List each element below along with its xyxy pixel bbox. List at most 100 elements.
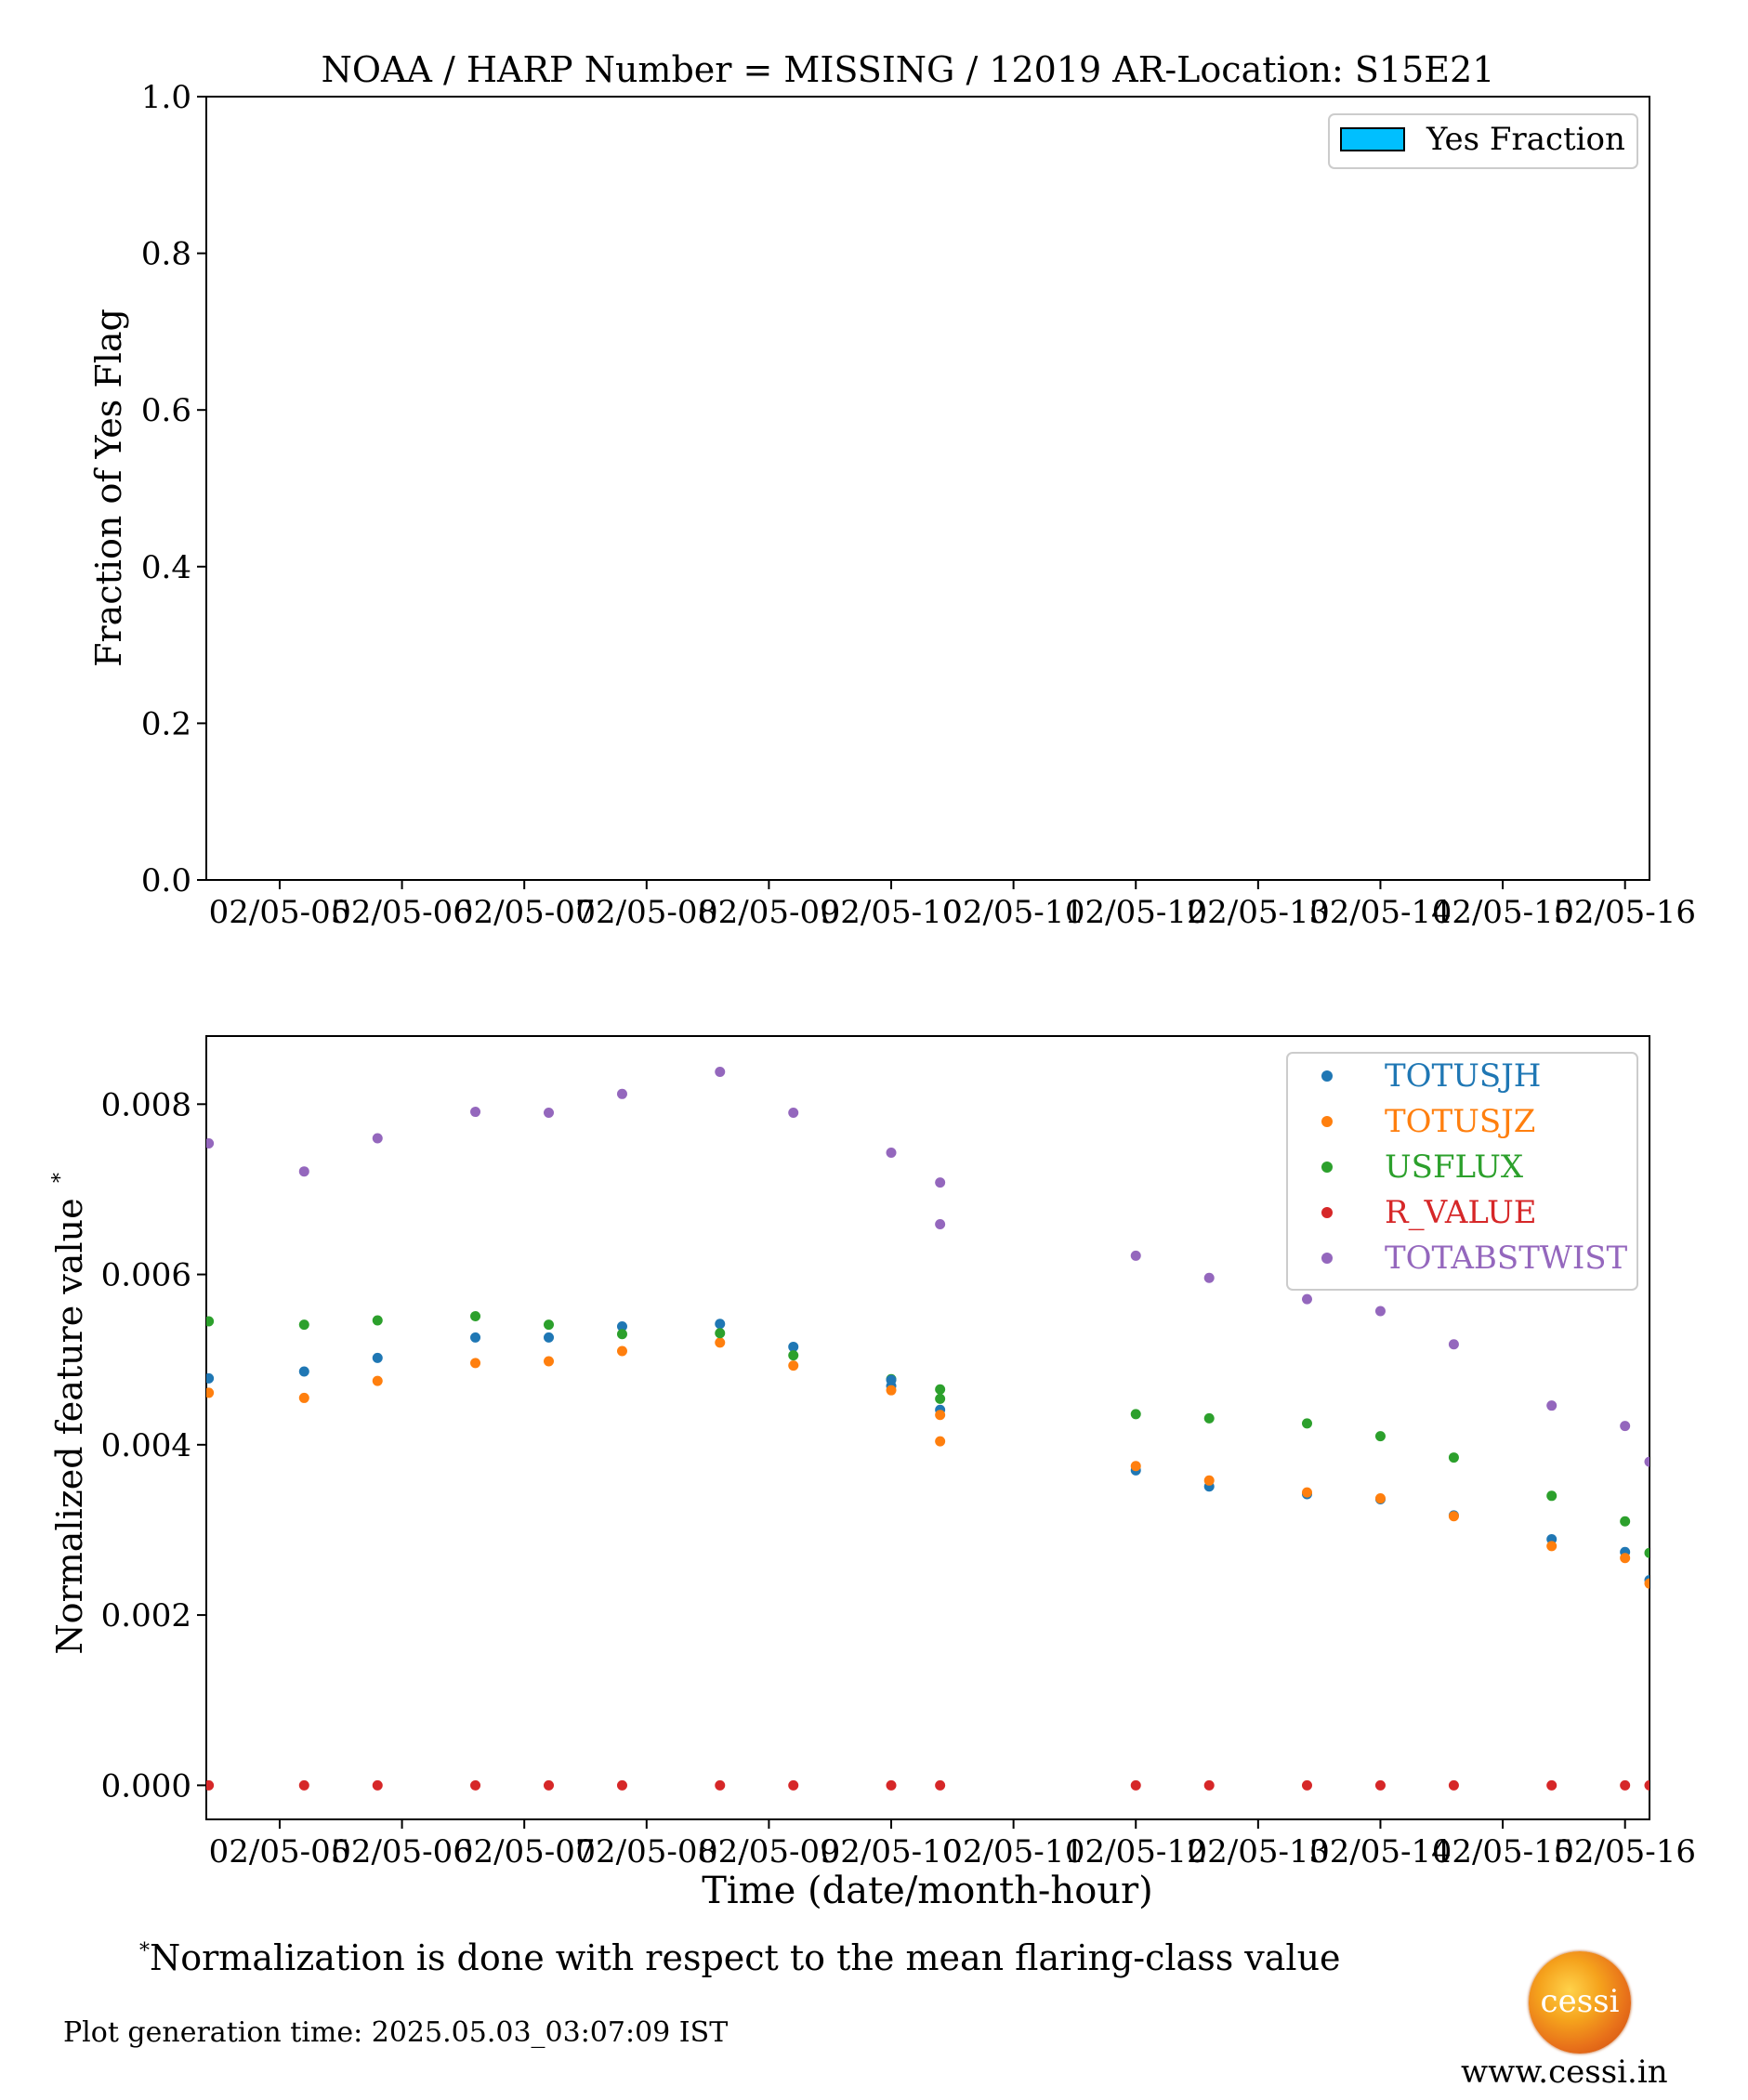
r-value-point	[1374, 1779, 1386, 1791]
y-tick-label: 0.008	[101, 1086, 191, 1123]
totabstwist-point	[935, 1177, 946, 1188]
totabstwist-point	[935, 1219, 946, 1230]
footnote-text: Normalization is done with respect to th…	[150, 1937, 1341, 1978]
y-tick-label: 0.2	[141, 705, 191, 742]
y-tick-label: 0.002	[101, 1597, 191, 1634]
x-tick-label: 02/05-16	[1554, 1833, 1696, 1870]
usflux-legend-label: USFLUX	[1385, 1148, 1524, 1186]
totabstwist-point	[298, 1166, 309, 1177]
y-tick-label: 0.006	[101, 1257, 191, 1294]
usflux-point	[1620, 1516, 1631, 1527]
totusjz-point	[1448, 1511, 1459, 1522]
top-plot-frame	[205, 96, 1650, 881]
bottom-legend-items: TOTUSJH TOTUSJZ USFLUX R_VALUE TOTABSTWIST	[1321, 1057, 1628, 1277]
totabstwist-point	[1448, 1339, 1459, 1350]
x-tick-label: 02/05-08	[575, 894, 717, 931]
x-tick-label: 02/05-12	[1065, 894, 1207, 931]
website-link[interactable]: www.cessi.in	[1461, 2054, 1668, 2091]
totabstwist-point	[616, 1088, 627, 1099]
totusjz-point	[1203, 1475, 1215, 1486]
bottom-chart-ylabel-mark: *	[49, 1173, 72, 1183]
x-tick-label: 02/05-09	[698, 1833, 840, 1870]
r-value-point	[886, 1779, 897, 1791]
totusjz-point	[935, 1410, 946, 1421]
x-tick-label: 02/05-14	[1309, 1833, 1452, 1870]
x-tick-label: 02/05-07	[453, 894, 596, 931]
bottom-x-axis: 02/05-0502/05-0602/05-0702/05-0802/05-09…	[209, 1819, 1696, 1870]
totusjh-point	[206, 1372, 215, 1384]
top-chart-ylabel: Fraction of Yes Flag	[88, 308, 129, 667]
bottom-legend-box	[1286, 1052, 1638, 1291]
totusjh-point	[886, 1374, 897, 1385]
r-value-point	[935, 1779, 946, 1791]
r-value-legend-label: R_VALUE	[1385, 1194, 1537, 1231]
x-tick-label: 02/05-11	[942, 1833, 1084, 1870]
usflux-point	[788, 1350, 799, 1361]
bottom-chart-xlabel: Time (date/month-hour)	[702, 1870, 1153, 1912]
x-tick-label: 02/05-13	[1187, 894, 1329, 931]
bottom-chart-ylabel: Normalized feature value	[49, 1198, 90, 1654]
totabstwist-point	[372, 1133, 383, 1144]
x-tick-label: 02/05-13	[1187, 1833, 1329, 1870]
totusjz-point	[1546, 1541, 1557, 1552]
usflux-point	[715, 1328, 726, 1339]
x-tick-label: 02/05-12	[1065, 1833, 1207, 1870]
bottom-legend: TOTUSJH TOTUSJZ USFLUX R_VALUE TOTABSTWIST	[1286, 1052, 1638, 1291]
r-value-point	[1203, 1779, 1215, 1791]
totabstwist-point	[1374, 1306, 1386, 1317]
usflux-point	[372, 1315, 383, 1326]
totabstwist-legend-marker	[1321, 1253, 1333, 1264]
totusjz-point	[1374, 1493, 1386, 1504]
y-tick-label: 1.0	[141, 79, 191, 116]
totabstwist-point	[1130, 1250, 1141, 1261]
totusjz-point	[206, 1387, 215, 1398]
totusjh-point	[715, 1319, 726, 1330]
totabstwist-point	[544, 1107, 555, 1118]
r-value-point	[1130, 1779, 1141, 1791]
x-tick-label: 02/05-05	[209, 1833, 351, 1870]
x-tick-label: 02/05-15	[1432, 894, 1574, 931]
usflux-point	[1546, 1490, 1557, 1502]
top-legend-box	[1328, 113, 1638, 169]
r-value-point	[470, 1779, 481, 1791]
bottom-plot-frame	[205, 1035, 1650, 1820]
totusjz-point	[788, 1360, 799, 1372]
r-value-point	[544, 1779, 555, 1791]
totusjz-point	[715, 1337, 726, 1348]
usflux-point	[206, 1316, 215, 1327]
r-value-point	[1448, 1779, 1459, 1791]
x-tick-label: 02/05-05	[209, 894, 351, 931]
y-tick-label: 0.0	[141, 862, 191, 899]
r-value-point	[616, 1779, 627, 1791]
totusjz-point	[616, 1345, 627, 1357]
x-tick-label: 02/05-07	[453, 1833, 596, 1870]
totusjz-point	[886, 1385, 897, 1396]
totabstwist-point	[1203, 1272, 1215, 1283]
bottom-y-axis: 0.000 0.002 0.004 0.006 0.008	[101, 1086, 206, 1805]
totusjh-point	[544, 1332, 555, 1343]
x-tick-label: 02/05-11	[942, 894, 1084, 931]
totabstwist-point	[1644, 1456, 1649, 1467]
totusjz-point	[1644, 1578, 1649, 1589]
totabstwist-point	[1546, 1400, 1557, 1411]
usflux-point	[1448, 1452, 1459, 1463]
totusjz-point	[544, 1356, 555, 1367]
usflux-point	[1644, 1547, 1649, 1558]
x-tick-label: 02/05-10	[821, 1833, 963, 1870]
usflux-point	[1203, 1412, 1215, 1424]
usflux-legend-marker	[1321, 1162, 1333, 1173]
totabstwist-point	[788, 1107, 799, 1118]
totusjz-point	[1301, 1487, 1312, 1498]
top-chart-title: NOAA / HARP Number = MISSING / 12019 AR-…	[322, 49, 1495, 90]
r-value-point	[788, 1779, 799, 1791]
x-tick-label: 02/05-16	[1554, 894, 1696, 931]
totabstwist-point	[1301, 1293, 1312, 1305]
totusjz-point	[1620, 1553, 1631, 1564]
usflux-point	[298, 1319, 309, 1331]
top-y-axis: 0.0 0.2 0.4 0.6 0.8 1.0	[141, 79, 206, 899]
totusjz-point	[372, 1375, 383, 1386]
bottom-chart-ylabel-group: Normalized feature value *	[49, 1173, 90, 1655]
totusjh-point	[298, 1366, 309, 1377]
